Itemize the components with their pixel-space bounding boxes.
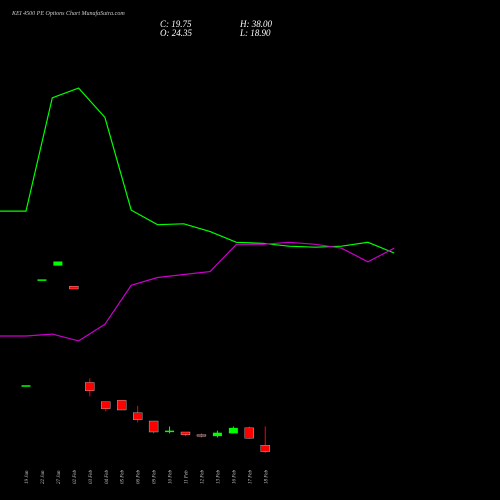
candle-body bbox=[85, 382, 95, 391]
x-tick-label: 05 Feb bbox=[121, 469, 126, 484]
overlay-lines bbox=[0, 87, 395, 342]
candle-06-feb bbox=[132, 405, 143, 423]
candle-body bbox=[132, 412, 143, 420]
candle-body bbox=[101, 401, 111, 409]
candles bbox=[21, 261, 270, 453]
x-tick-label: 11 Feb bbox=[185, 470, 190, 484]
candle-02-feb bbox=[69, 286, 79, 290]
candle-body bbox=[148, 420, 159, 433]
candle-11-feb bbox=[180, 431, 191, 437]
x-tick-label: 17 Feb bbox=[248, 469, 253, 484]
overlay-line-1 bbox=[0, 87, 395, 254]
candle-body bbox=[37, 279, 47, 281]
x-tick-label: 02 Feb bbox=[73, 469, 78, 484]
candle-09-feb bbox=[148, 420, 159, 434]
candle-12-feb bbox=[196, 433, 207, 438]
candle-body bbox=[21, 385, 31, 387]
candle-16-feb bbox=[228, 426, 238, 434]
candle-10-feb bbox=[165, 426, 175, 434]
overlay-line-2 bbox=[0, 241, 395, 342]
x-axis: 19 Jan 22 Jan 27 Jan 02 Feb 03 Feb 04 Feb 05 F… bbox=[25, 469, 269, 484]
x-tick-label: 16 Feb bbox=[232, 469, 237, 484]
x-tick-label: 12 Feb bbox=[200, 469, 205, 484]
candle-body bbox=[53, 261, 63, 266]
candle-13-feb bbox=[212, 430, 222, 438]
x-tick-label: 13 Feb bbox=[216, 469, 221, 484]
x-tick-label: 09 Feb bbox=[153, 469, 158, 484]
candle-22-jan bbox=[37, 279, 47, 281]
candle-body bbox=[117, 400, 127, 411]
x-tick-label: 06 Feb bbox=[137, 469, 142, 484]
candle-04-feb bbox=[101, 401, 111, 412]
candle-body bbox=[196, 434, 207, 437]
candle-body bbox=[180, 431, 191, 435]
chart-title: KEI 4500 PE Options Chart MunafaSutra.co… bbox=[11, 10, 125, 17]
candle-17-feb bbox=[244, 426, 254, 439]
x-tick-label: 18 Feb bbox=[264, 469, 269, 484]
candle-05-feb bbox=[117, 400, 127, 411]
candle-body bbox=[244, 427, 254, 439]
candle-27-jan bbox=[53, 261, 63, 266]
close-readout: C: 19.75 bbox=[160, 19, 192, 29]
x-tick-label: 27 Jan bbox=[57, 470, 62, 484]
x-tick-label: 03 Feb bbox=[89, 469, 94, 484]
candle-18-feb bbox=[260, 426, 270, 453]
candle-body bbox=[212, 432, 222, 437]
high-readout: H: 38.00 bbox=[239, 19, 272, 29]
candle-body bbox=[69, 286, 79, 290]
x-tick-label: 10 Feb bbox=[169, 469, 174, 484]
candle-19-jan bbox=[21, 385, 31, 387]
candle-body bbox=[260, 445, 270, 452]
x-tick-label: 04 Feb bbox=[105, 469, 110, 484]
low-readout: L: 18.90 bbox=[239, 28, 271, 38]
open-readout: O: 24.35 bbox=[160, 28, 192, 38]
x-tick-label: 22 Jan bbox=[41, 470, 46, 484]
x-tick-label: 19 Jan bbox=[25, 470, 30, 484]
candle-body bbox=[165, 430, 175, 433]
candle-body bbox=[228, 427, 238, 434]
candle-03-feb bbox=[85, 378, 95, 397]
